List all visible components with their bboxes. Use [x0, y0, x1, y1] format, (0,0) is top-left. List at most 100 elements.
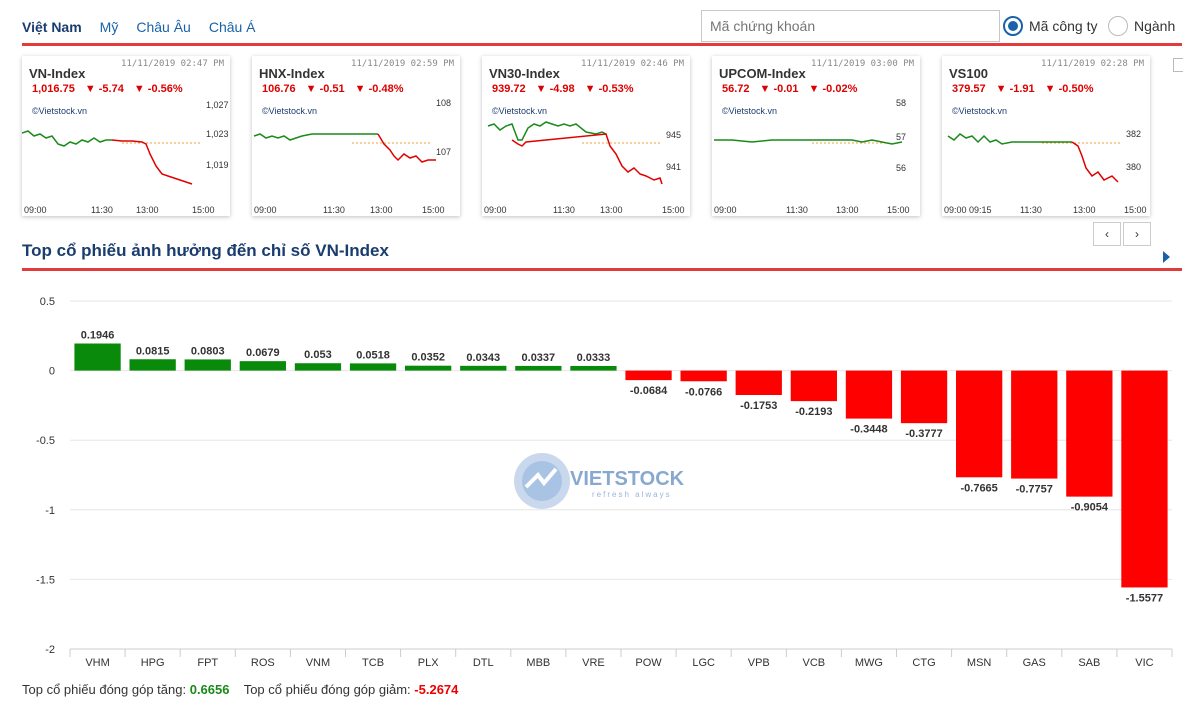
card-x-tick: 15:00 [1124, 205, 1147, 215]
index-card-upcom-index[interactable]: 11/11/2019 03:00 PM UPCOM-Index 56.72 ▼ -0.… [712, 56, 920, 216]
stock-search-input[interactable] [701, 10, 1000, 42]
bar-vre [570, 365, 617, 371]
card-x-tick: 09:00 [24, 205, 47, 215]
x-tick-label: CTG [912, 657, 935, 669]
x-tick-label: VPB [748, 657, 770, 669]
card-y-tick: 380 [1126, 162, 1142, 172]
bar-hpg [129, 359, 176, 371]
card-change: ▼ -5.74 [84, 83, 124, 95]
bar-vnm [294, 363, 342, 371]
bar-lgc [680, 370, 727, 382]
sparkline-up [253, 133, 378, 141]
tab-vietnam[interactable]: Việt Nam [22, 19, 82, 35]
index-card-hnx-index[interactable]: 11/11/2019 02:59 PM HNX-Index 106.76 ▼ -0.5… [252, 56, 460, 216]
data-label: -0.0766 [685, 386, 722, 398]
card-sparkline [487, 121, 663, 185]
card-x-tick: 13:00 [600, 205, 623, 215]
sparkline-up [947, 133, 1072, 145]
data-label: -1.5577 [1126, 592, 1163, 604]
card-timestamp: 11/11/2019 02:28 PM [1041, 59, 1144, 69]
card-y-tick: 56 [896, 163, 907, 173]
up-label: Top cổ phiếu đóng góp tăng: [22, 682, 187, 697]
card-x-tick: 09:00 09:15 [944, 205, 992, 215]
card-y-tick: 107 [436, 147, 452, 157]
x-tick-label: ROS [251, 657, 275, 669]
radio-company-dot[interactable] [1003, 16, 1023, 36]
sparkline-down [1071, 141, 1119, 183]
card-percent: ▼ -0.50% [1044, 83, 1094, 95]
x-tick-label: HPG [141, 657, 165, 669]
radio-sector[interactable]: Ngành [1108, 16, 1175, 36]
card-values: 106.76 ▼ -0.51 ▼ -0.48% [262, 83, 413, 95]
card-index-name: VS100 [949, 66, 989, 81]
card-index-name: HNX-Index [259, 66, 325, 81]
card-brand: ©Vietstock.vn [262, 106, 317, 116]
nav-divider [22, 43, 1182, 46]
bar-vhm [74, 343, 121, 371]
card-timestamp: 11/11/2019 02:59 PM [351, 59, 454, 69]
card-x-tick: 13:00 [136, 205, 159, 215]
tab-europe[interactable]: Châu Âu [136, 19, 191, 35]
bar-ctg [900, 370, 948, 424]
radio-company-label: Mã công ty [1029, 18, 1098, 34]
prev-button[interactable]: ‹ [1093, 222, 1121, 246]
data-label: 0.053 [304, 349, 332, 361]
next-card-edge [1173, 58, 1183, 72]
index-card-vs100[interactable]: 11/11/2019 02:28 PM VS100 379.57 ▼ -1.91 ▼ -… [942, 56, 1150, 216]
radio-sector-dot[interactable] [1108, 16, 1128, 36]
bar-mwg [845, 370, 893, 419]
bar-vcb [790, 370, 837, 402]
card-brand: ©Vietstock.vn [32, 106, 87, 116]
section-divider [22, 268, 1182, 271]
card-x-tick: 13:00 [370, 205, 393, 215]
index-card-vn30-index[interactable]: 11/11/2019 02:46 PM VN30-Index 939.72 ▼ -4.… [482, 56, 690, 216]
next-button[interactable]: › [1123, 222, 1151, 246]
bar-gas [1011, 370, 1058, 479]
data-label: -0.0684 [630, 385, 668, 397]
card-timestamp: 11/11/2019 03:00 PM [811, 59, 914, 69]
card-brand: ©Vietstock.vn [492, 106, 547, 116]
data-label: -0.2193 [795, 406, 832, 418]
card-percent: ▼ -0.48% [354, 83, 404, 95]
data-label: 0.0352 [411, 352, 445, 364]
card-x-tick: 11:30 [786, 205, 808, 215]
card-change: ▼ -0.01 [759, 83, 799, 95]
influence-bar-chart: 0.5 0 -0.5 -1 -1.5 -2 0.1946 VHM 0.0815 HPG 0.0803… [36, 296, 1173, 669]
card-sparkline [22, 130, 202, 185]
card-index-name: VN-Index [29, 66, 86, 81]
card-y-tick: 108 [436, 98, 452, 108]
card-y-tick: 945 [666, 130, 682, 140]
y-tick-label: 0 [49, 366, 55, 378]
data-label: -0.9054 [1071, 502, 1109, 514]
bar-pow [625, 370, 672, 381]
card-change: ▼ -4.98 [535, 83, 575, 95]
index-card-vn-index[interactable]: 11/11/2019 02:47 PM VN-Index 1,016.75 ▼ -5.… [22, 56, 230, 216]
card-x-tick: 09:00 [484, 205, 507, 215]
x-tick-label: POW [635, 657, 662, 669]
data-label: -0.1753 [740, 400, 777, 412]
tab-usa[interactable]: Mỹ [99, 19, 119, 35]
card-x-tick: 15:00 [662, 205, 685, 215]
x-tick-label: PLX [418, 657, 439, 669]
x-tick-label: SAB [1078, 657, 1100, 669]
card-brand: ©Vietstock.vn [722, 106, 777, 116]
up-value: 0.6656 [189, 682, 230, 697]
top-navigation: Việt Nam Mỹ Châu Âu Châu Á Mã công ty Ng… [0, 0, 1191, 46]
radio-company[interactable]: Mã công ty [1003, 16, 1097, 36]
card-value: 379.57 [952, 83, 986, 95]
tab-asia[interactable]: Châu Á [208, 19, 256, 35]
down-value: -5.2674 [414, 682, 459, 697]
down-label: Top cổ phiếu đóng góp giảm: [243, 682, 411, 697]
card-x-tick: 15:00 [887, 205, 910, 215]
card-timestamp: 11/11/2019 02:46 PM [581, 59, 684, 69]
x-tick-label: MBB [526, 657, 550, 669]
card-percent: ▼ -0.53% [584, 83, 634, 95]
card-values: 56.72 ▼ -0.01 ▼ -0.02% [722, 83, 867, 95]
expand-arrow-icon[interactable] [1163, 251, 1170, 263]
card-y-tick: 941 [666, 162, 682, 172]
card-x-tick: 09:00 [714, 205, 737, 215]
radio-sector-label: Ngành [1134, 18, 1176, 34]
x-tick-label: VHM [85, 657, 109, 669]
data-label: -0.7757 [1016, 484, 1053, 496]
sparkline-up [22, 130, 112, 147]
